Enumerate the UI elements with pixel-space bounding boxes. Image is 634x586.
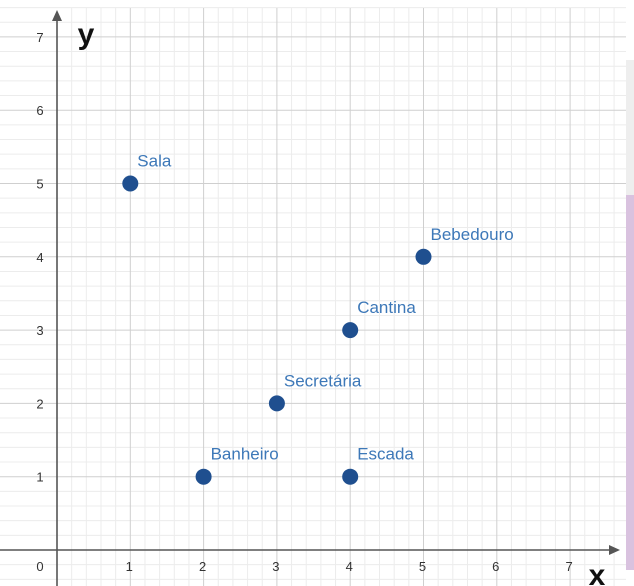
label-bebedouro: Bebedouro <box>431 225 514 244</box>
label-banheiro: Banheiro <box>211 445 279 464</box>
grid-major <box>0 8 626 586</box>
x-tick-label-3: 3 <box>272 559 279 574</box>
y-tick-label-1: 1 <box>36 470 43 485</box>
y-tick-label-7: 7 <box>36 30 43 45</box>
x-tick-label-0: 0 <box>36 559 43 574</box>
point-secretaria <box>268 395 285 412</box>
label-sala: Sala <box>137 152 172 171</box>
x-tick-label-6: 6 <box>492 559 499 574</box>
point-labels: Sala Bebedouro Cantina Secretária Banheiro Es… <box>137 152 513 464</box>
x-tick-label-4: 4 <box>346 559 353 574</box>
point-banheiro <box>195 468 212 485</box>
x-axis-arrow <box>609 545 620 555</box>
y-tick-label-2: 2 <box>36 396 43 411</box>
axis-titles: yx <box>78 18 606 586</box>
label-escada: Escada <box>357 445 414 464</box>
y-tick-label-4: 4 <box>36 250 43 265</box>
point-sala <box>122 175 139 192</box>
edge-strip <box>626 195 634 570</box>
x-tick-label-2: 2 <box>199 559 206 574</box>
label-cantina: Cantina <box>357 298 416 317</box>
x-tick-label-1: 1 <box>126 559 133 574</box>
point-cantina <box>342 322 359 339</box>
y-tick-label-5: 5 <box>36 177 43 192</box>
axes <box>0 10 620 586</box>
x-tick-label-5: 5 <box>419 559 426 574</box>
point-bebedouro <box>415 248 432 265</box>
grid-minor <box>0 7 626 586</box>
y-axis-arrow <box>52 10 62 21</box>
y-tick-label-3: 3 <box>36 323 43 338</box>
x-axis-title: x <box>589 559 606 586</box>
y-axis-title: y <box>78 18 95 51</box>
edge-strip-top <box>626 60 634 195</box>
point-escada <box>342 468 359 485</box>
data-points <box>122 175 432 485</box>
label-secretaria: Secretária <box>284 371 362 390</box>
tick-labels: 0 1 2 3 4 5 6 7 1 2 3 4 5 6 7 <box>36 30 572 574</box>
y-tick-label-6: 6 <box>36 103 43 118</box>
x-tick-label-7: 7 <box>565 559 572 574</box>
